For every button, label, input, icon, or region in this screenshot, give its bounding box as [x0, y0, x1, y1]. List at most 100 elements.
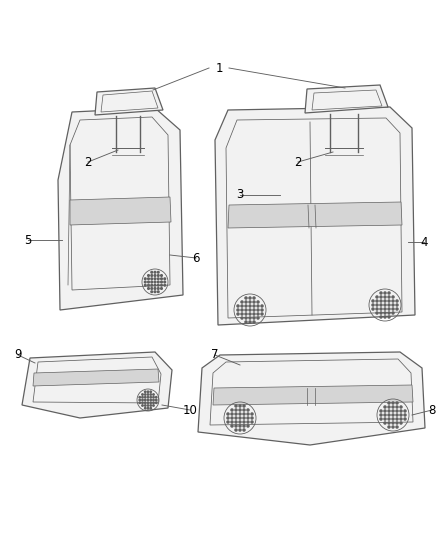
Circle shape — [249, 301, 251, 303]
Circle shape — [388, 316, 390, 318]
Circle shape — [139, 399, 141, 401]
Polygon shape — [58, 108, 183, 310]
Circle shape — [384, 316, 386, 318]
Circle shape — [376, 312, 378, 314]
Polygon shape — [33, 369, 159, 386]
Text: 6: 6 — [192, 252, 200, 264]
Circle shape — [380, 418, 382, 420]
Circle shape — [153, 405, 154, 406]
Circle shape — [235, 413, 237, 415]
Circle shape — [392, 410, 394, 412]
Circle shape — [139, 402, 141, 403]
Circle shape — [164, 278, 166, 280]
Circle shape — [147, 394, 149, 395]
Circle shape — [148, 274, 149, 276]
Polygon shape — [215, 107, 415, 325]
Circle shape — [157, 271, 159, 273]
Circle shape — [392, 402, 394, 404]
Circle shape — [261, 313, 263, 315]
Polygon shape — [95, 88, 163, 115]
Circle shape — [161, 281, 162, 283]
Circle shape — [150, 408, 152, 409]
Circle shape — [151, 278, 152, 280]
Circle shape — [384, 308, 386, 310]
Polygon shape — [305, 85, 388, 113]
Circle shape — [145, 399, 146, 401]
Circle shape — [243, 425, 245, 427]
Circle shape — [388, 422, 390, 424]
Circle shape — [243, 429, 245, 431]
Circle shape — [157, 291, 159, 293]
Circle shape — [239, 409, 241, 411]
Circle shape — [392, 300, 394, 302]
Circle shape — [154, 278, 156, 280]
Circle shape — [153, 397, 154, 398]
Text: 1: 1 — [215, 61, 223, 75]
Circle shape — [241, 301, 243, 303]
Circle shape — [154, 281, 156, 283]
Circle shape — [388, 296, 390, 298]
Circle shape — [154, 271, 156, 273]
Circle shape — [148, 288, 149, 289]
Circle shape — [372, 308, 374, 310]
Circle shape — [154, 285, 156, 286]
Circle shape — [384, 418, 386, 420]
Circle shape — [150, 391, 152, 392]
Circle shape — [404, 418, 406, 420]
Circle shape — [257, 305, 259, 307]
Circle shape — [145, 408, 146, 409]
Text: 8: 8 — [428, 403, 436, 416]
Circle shape — [161, 288, 162, 289]
Circle shape — [247, 425, 249, 427]
Circle shape — [388, 406, 390, 408]
Circle shape — [147, 402, 149, 403]
Circle shape — [241, 317, 243, 319]
Circle shape — [147, 405, 149, 406]
Circle shape — [239, 413, 241, 415]
Circle shape — [151, 291, 152, 293]
Circle shape — [388, 414, 390, 416]
Circle shape — [388, 402, 390, 404]
Circle shape — [249, 313, 251, 315]
Circle shape — [237, 313, 239, 315]
Circle shape — [392, 418, 394, 420]
Circle shape — [239, 425, 241, 427]
Circle shape — [155, 399, 157, 401]
Circle shape — [380, 410, 382, 412]
Circle shape — [147, 391, 149, 392]
Circle shape — [151, 274, 152, 276]
Polygon shape — [22, 352, 172, 418]
Circle shape — [151, 288, 152, 289]
Circle shape — [376, 296, 378, 298]
Circle shape — [243, 413, 245, 415]
Circle shape — [396, 308, 398, 310]
Circle shape — [150, 405, 152, 406]
Circle shape — [253, 317, 255, 319]
Circle shape — [384, 300, 386, 302]
Circle shape — [227, 413, 229, 415]
Circle shape — [388, 300, 390, 302]
Text: 3: 3 — [237, 189, 244, 201]
Circle shape — [245, 297, 247, 299]
Circle shape — [251, 417, 253, 419]
Circle shape — [148, 278, 149, 280]
Circle shape — [161, 278, 162, 280]
Circle shape — [243, 417, 245, 419]
Text: 2: 2 — [84, 156, 92, 168]
Circle shape — [247, 413, 249, 415]
Circle shape — [384, 410, 386, 412]
Text: 9: 9 — [14, 349, 22, 361]
Circle shape — [376, 308, 378, 310]
Circle shape — [388, 292, 390, 294]
Circle shape — [164, 281, 166, 283]
Circle shape — [142, 405, 143, 406]
Circle shape — [153, 402, 154, 403]
Circle shape — [380, 308, 382, 310]
Circle shape — [147, 397, 149, 398]
Text: 2: 2 — [294, 156, 302, 168]
Circle shape — [153, 394, 154, 395]
Circle shape — [376, 304, 378, 306]
Circle shape — [372, 300, 374, 302]
Circle shape — [161, 274, 162, 276]
Circle shape — [157, 288, 159, 289]
